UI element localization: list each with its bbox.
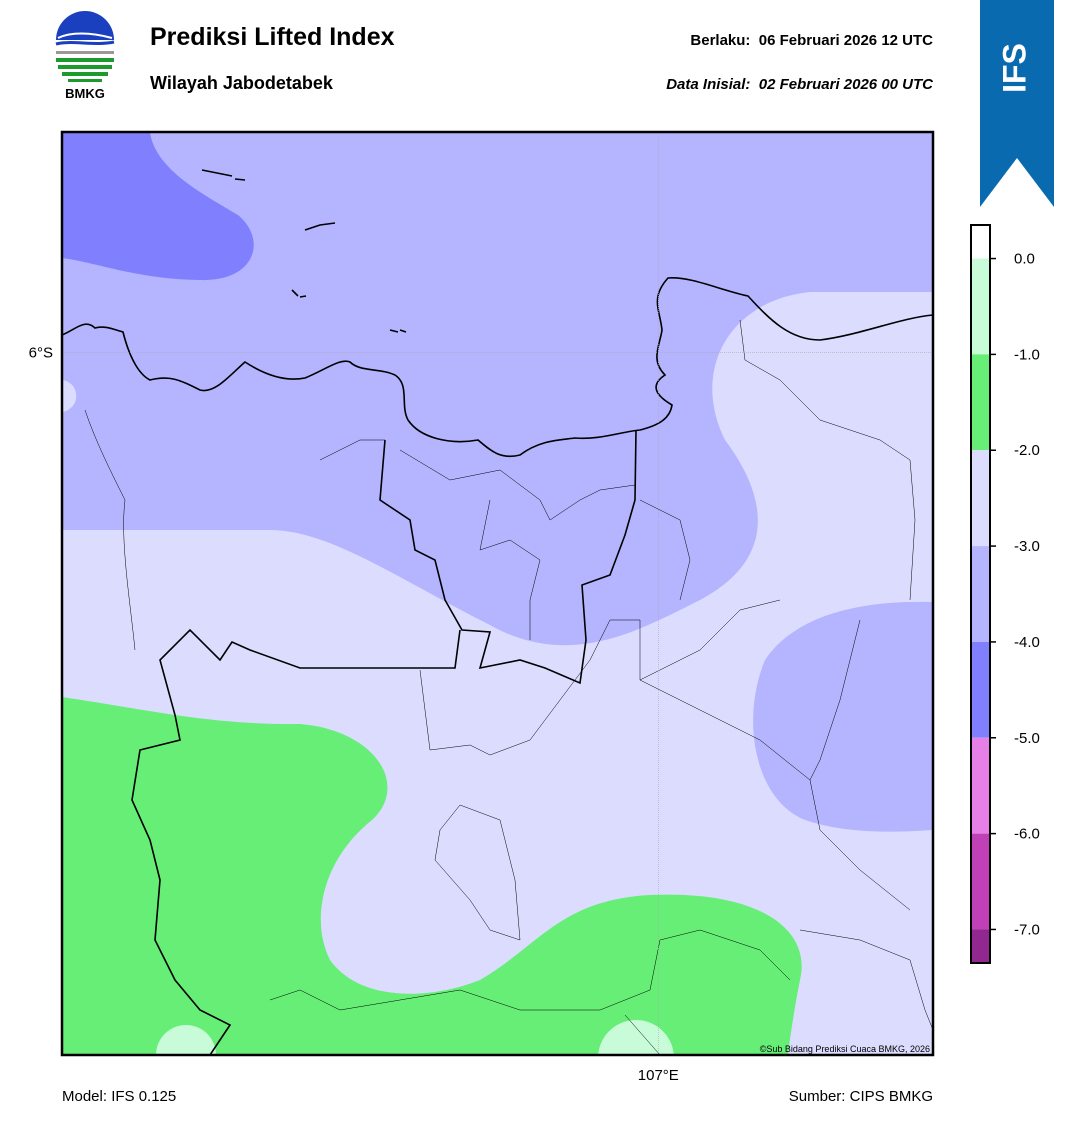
colorbar-segment: [971, 737, 990, 834]
logo-text: BMKG: [65, 86, 105, 101]
colorbar-tick-label: 0.0: [1014, 251, 1035, 268]
colorbar-segment: [971, 833, 990, 930]
title: Prediksi Lifted Index: [150, 23, 395, 51]
contour-fill: [62, 697, 802, 1055]
contour-fill: [62, 132, 933, 646]
colorbar-segment: [971, 258, 990, 355]
banner-text: IFS: [996, 43, 1032, 93]
ifs-banner: IFS: [980, 0, 1054, 207]
colorbar-tick-label: -6.0: [1014, 826, 1040, 843]
province-border: [379, 429, 637, 685]
island: [201, 169, 407, 333]
lon-label: 107°E: [638, 1067, 679, 1084]
contour-fill: [156, 1025, 216, 1055]
colorbar-tick-label: -7.0: [1014, 921, 1040, 938]
colorbar-tick-label: -3.0: [1014, 538, 1040, 555]
coastline: [62, 277, 933, 458]
source-label: Sumber: CIPS BMKG: [789, 1088, 933, 1105]
bmkg-logo: BMKG: [55, 11, 115, 101]
credit: ©Sub Bidang Prediksi Cuaca BMKG, 2026: [760, 1044, 930, 1054]
map-frame: [60, 130, 935, 1057]
subtitle: Wilayah Jabodetabek: [150, 73, 334, 93]
contour-fill: [62, 132, 254, 281]
contour-fill: [753, 601, 933, 832]
contour-fill: [62, 380, 77, 412]
colorbar: 0.0 -1.0 -2.0 -3.0 -4.0 -5.0 -6.0 -7.0: [970, 224, 1040, 964]
colorbar-segment: [971, 546, 990, 642]
colorbar-tick-label: -5.0: [1014, 730, 1040, 747]
colorbar-tick-label: -4.0: [1014, 634, 1040, 651]
contour-fill: [598, 1020, 674, 1055]
lat-label: 6°S: [29, 345, 53, 362]
colorbar-segment: [971, 929, 990, 963]
map: [62, 132, 933, 1055]
colorbar-frame: [970, 224, 991, 964]
colorbar-segment: [971, 225, 990, 259]
colorbar-segment: [971, 450, 990, 547]
colorbar-tick-label: -2.0: [1014, 442, 1040, 459]
regency-border: [84, 319, 933, 1055]
province-border: [131, 628, 461, 1055]
colorbar-tick-label: -1.0: [1014, 346, 1040, 363]
model-label: Model: IFS 0.125: [62, 1088, 176, 1105]
valid-time: Berlaku: 06 Februari 2026 12 UTC: [690, 32, 933, 49]
init-time: Data Inisial: 02 Februari 2026 00 UTC: [666, 76, 934, 93]
colorbar-segment: [971, 641, 990, 738]
colorbar-segment: [971, 354, 990, 451]
